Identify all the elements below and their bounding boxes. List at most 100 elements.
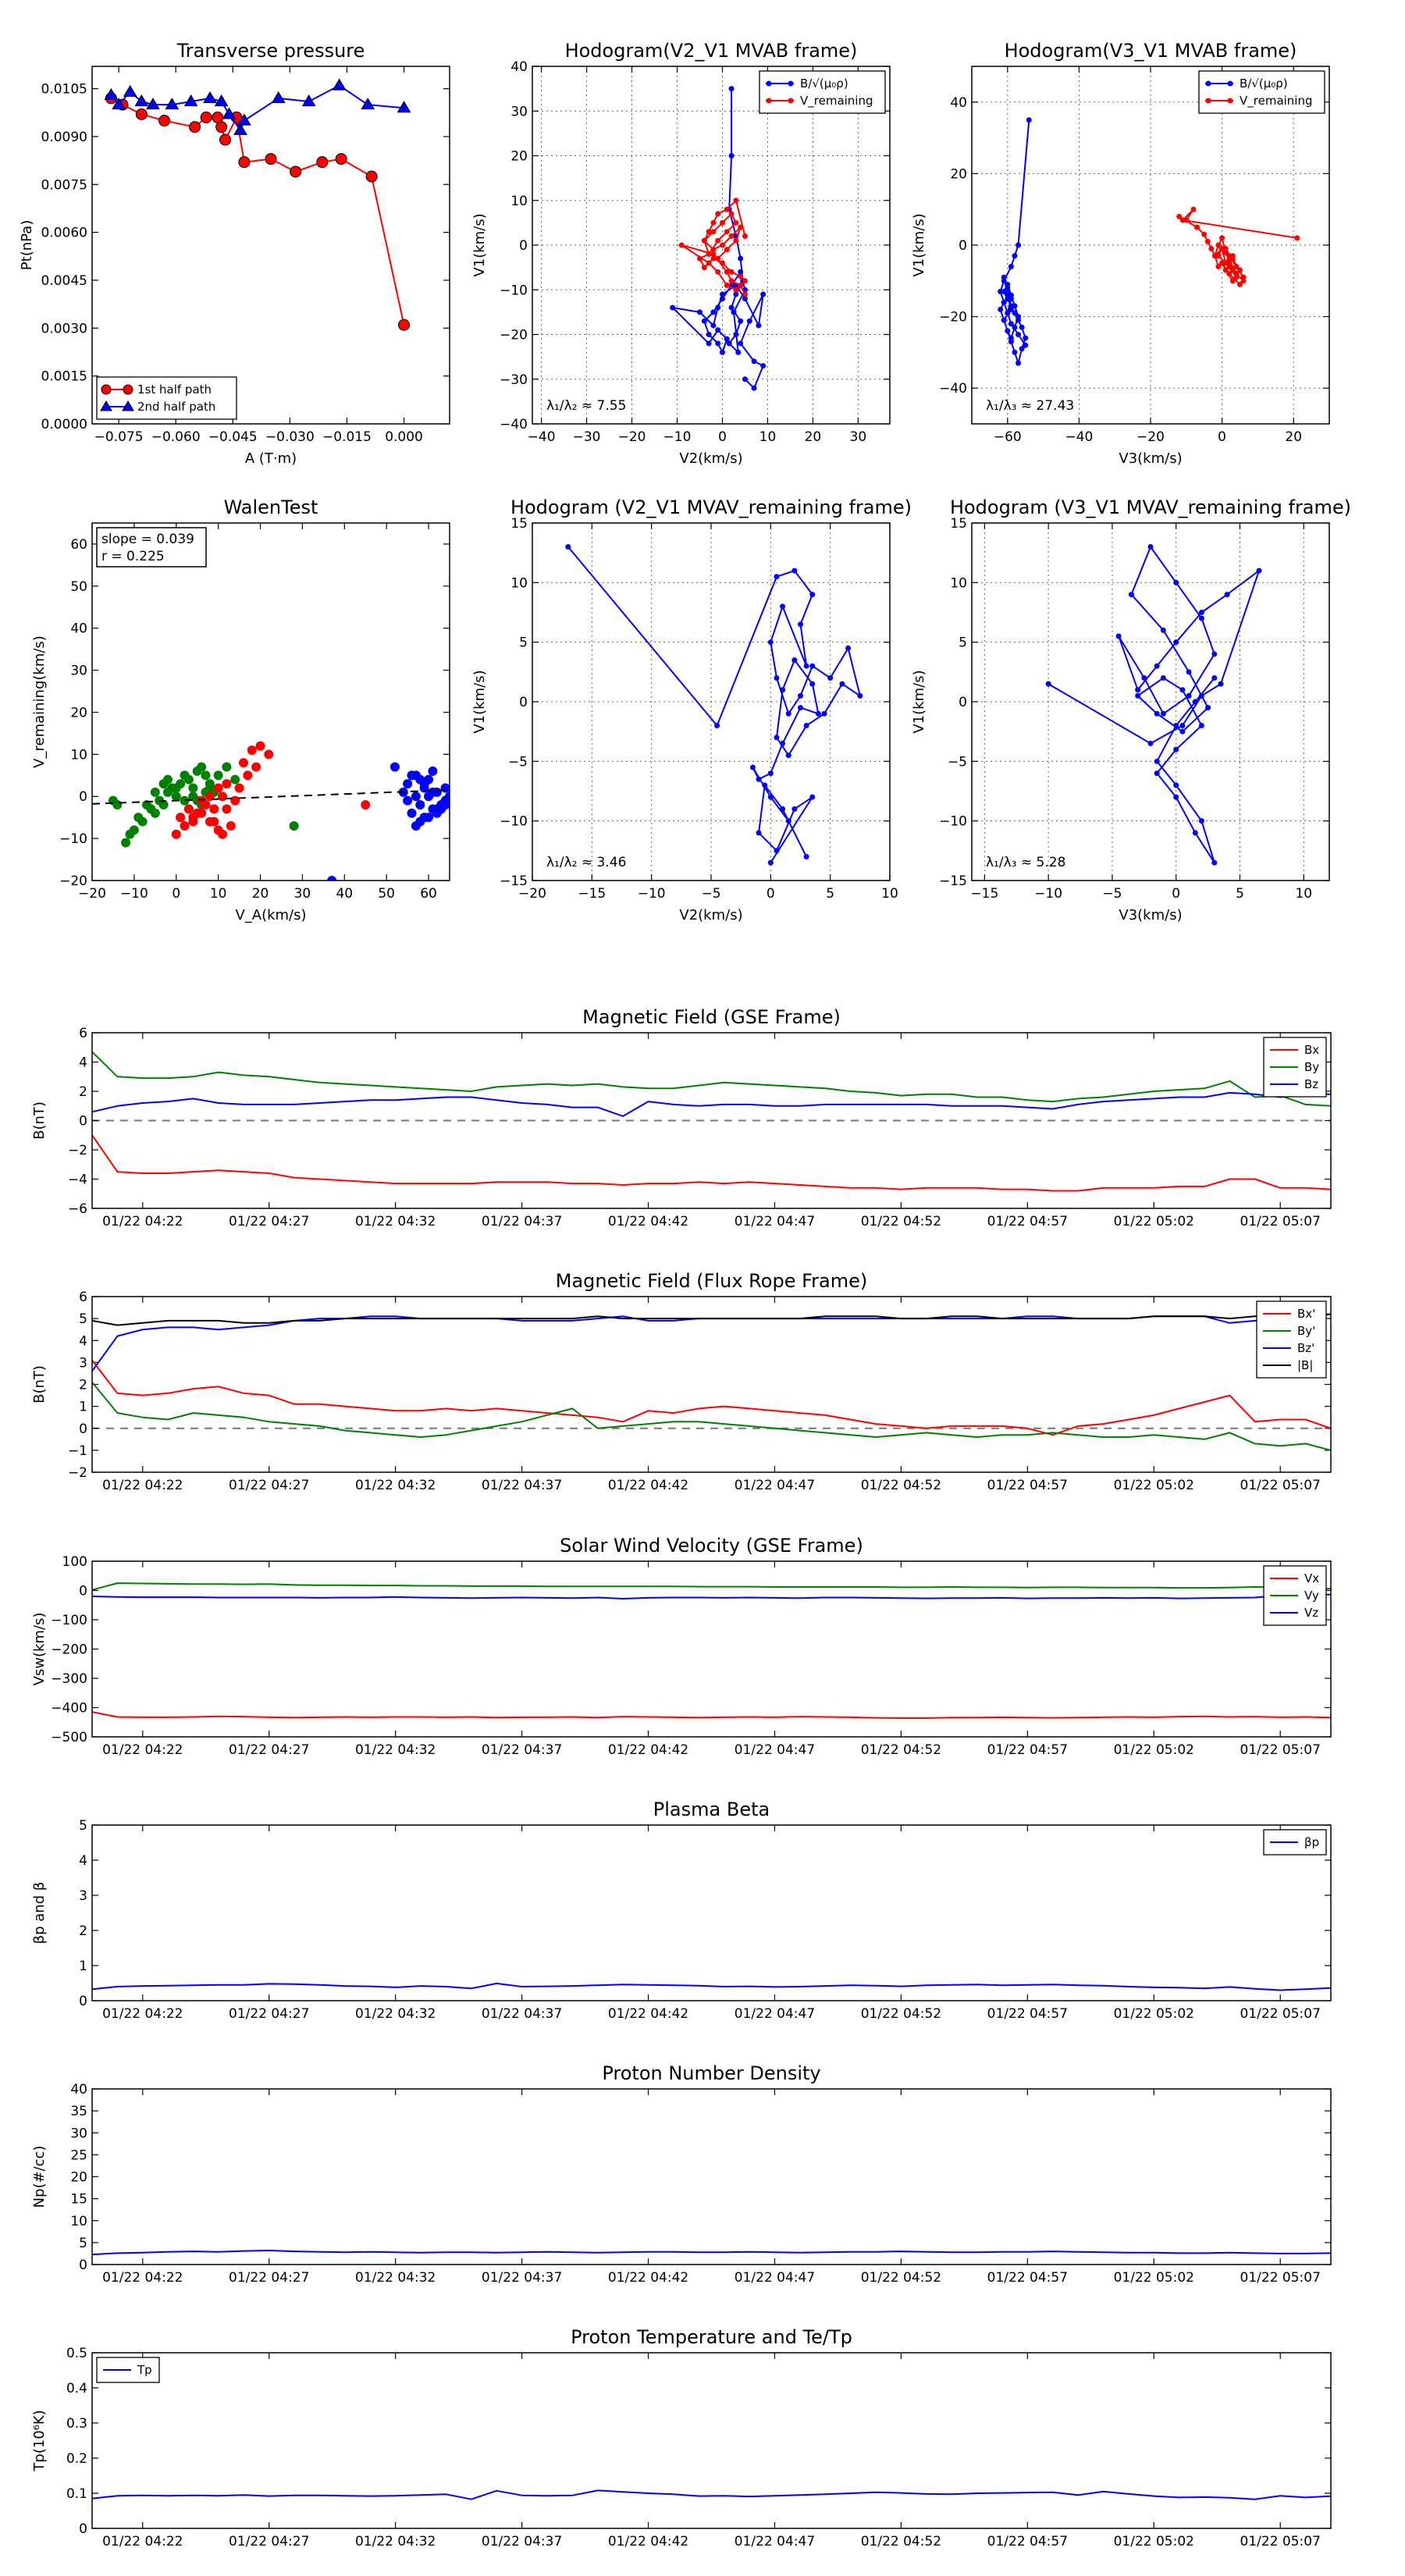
stats-text: r = 0.225	[101, 549, 165, 564]
data-point	[189, 121, 201, 133]
data-point	[756, 322, 762, 329]
data-point	[738, 318, 744, 324]
legend-label: V_remaining	[1240, 94, 1313, 109]
data-point	[774, 674, 780, 681]
y-axis-label: B(nT)	[31, 1101, 48, 1140]
data-point	[1179, 687, 1186, 693]
x-tick-label: 01/22 04:52	[861, 2270, 941, 2286]
y-tick-label: 5	[79, 1818, 87, 1834]
data-point	[1008, 321, 1014, 327]
x-tick-label: 01/22 05:07	[1240, 1742, 1321, 1758]
x-tick-label: 20	[1285, 429, 1302, 445]
legend-label: B/√(μ₀ρ)	[800, 76, 848, 91]
data-point	[738, 273, 744, 279]
data-point	[176, 813, 186, 823]
data-point	[733, 286, 739, 293]
data-point	[678, 242, 685, 248]
data-point	[150, 787, 160, 797]
y-tick-label: 1	[79, 1400, 87, 1415]
chart-title: Magnetic Field (GSE Frame)	[582, 1006, 841, 1028]
data-point	[749, 764, 756, 770]
data-point	[389, 762, 400, 772]
data-point	[1219, 260, 1225, 266]
x-tick-label: 01/22 04:47	[735, 2270, 815, 2286]
x-tick-label: 01/22 04:27	[229, 1478, 309, 1493]
x-tick-label: 01/22 04:27	[229, 1742, 309, 1758]
data-point	[724, 206, 730, 212]
data-point	[715, 269, 721, 275]
x-tick-label: 0	[1218, 429, 1226, 445]
data-point	[780, 687, 786, 693]
y-axis-label: βp and β	[31, 1882, 48, 1944]
x-tick-label: −20	[1136, 429, 1165, 445]
data-point	[742, 291, 748, 297]
legend-label: Vz	[1304, 1606, 1318, 1620]
x-tick-label: 01/22 04:37	[482, 1742, 562, 1758]
data-point	[809, 592, 816, 598]
y-tick-label: −10	[59, 831, 87, 847]
series-line-0	[567, 546, 861, 863]
y-tick-label: 0.4	[66, 2381, 87, 2396]
data-point	[710, 247, 717, 253]
data-point	[361, 98, 375, 110]
chart-title: Transverse pressure	[176, 40, 365, 62]
x-tick-label: 01/22 04:27	[229, 1214, 309, 1229]
x-tick-label: 01/22 04:42	[608, 2270, 688, 2286]
y-tick-label: 40	[950, 95, 967, 111]
plot-area	[92, 1982, 1331, 1991]
x-tick-label: 01/22 04:32	[355, 1214, 436, 1229]
data-point	[1183, 217, 1190, 223]
data-point	[731, 309, 737, 315]
data-point	[762, 782, 768, 788]
legend-marker	[1205, 80, 1211, 87]
x-tick-label: −5	[1102, 886, 1122, 902]
data-point	[798, 705, 803, 711]
x-tick-label: 01/22 04:47	[735, 2006, 815, 2022]
data-point	[1154, 758, 1160, 764]
data-point	[403, 795, 413, 806]
data-point	[774, 735, 780, 741]
ratio-annotation: λ₁/λ₃ ≈ 5.28	[986, 855, 1065, 870]
data-point	[316, 156, 329, 169]
data-point	[301, 94, 316, 107]
data-point	[719, 242, 725, 248]
y-tick-label: 15	[70, 2192, 87, 2208]
x-tick-label: 01/22 04:22	[102, 2534, 183, 2549]
data-point	[158, 115, 171, 127]
data-point	[428, 804, 438, 814]
data-point	[1154, 663, 1160, 669]
data-point	[774, 848, 780, 854]
data-point	[706, 340, 712, 347]
chart-proton-number-density: Proton Number Density 01/22 04:22 01/22 04…	[31, 2062, 1332, 2286]
data-point	[365, 170, 378, 183]
data-point	[188, 783, 198, 793]
y-tick-label: 1	[79, 1959, 87, 1974]
data-point	[1211, 674, 1218, 681]
data-point	[719, 349, 725, 355]
data-point	[1154, 770, 1160, 777]
chart-magnetic-field-gse: Magnetic Field (GSE Frame) 01/22 04:22 01/…	[31, 1006, 1332, 1229]
data-point	[411, 792, 421, 802]
legend-marker	[788, 98, 794, 104]
data-point	[1008, 263, 1014, 269]
data-point	[234, 783, 244, 793]
y-tick-label: −15	[500, 873, 528, 889]
chart-plasma-beta: Plasma Beta 01/22 04:22 01/22 04:27 01/22 0…	[31, 1799, 1332, 2022]
x-tick-label: 5	[826, 886, 834, 902]
data-point	[839, 681, 845, 687]
ratio-annotation: λ₁/λ₂ ≈ 7.55	[546, 398, 626, 414]
data-point	[135, 108, 148, 120]
data-point	[728, 304, 735, 311]
data-point	[209, 817, 219, 827]
y-tick-label: 0.1	[66, 2486, 87, 2502]
y-tick-label: −2	[68, 1143, 87, 1158]
data-point	[1160, 710, 1166, 717]
data-point	[1205, 705, 1211, 711]
y-tick-label: 20	[70, 2170, 87, 2186]
legend-marker	[788, 80, 794, 87]
data-point	[213, 783, 223, 793]
data-point	[1237, 267, 1243, 273]
data-point	[146, 98, 160, 110]
legend-label: Bz'	[1297, 1341, 1314, 1355]
